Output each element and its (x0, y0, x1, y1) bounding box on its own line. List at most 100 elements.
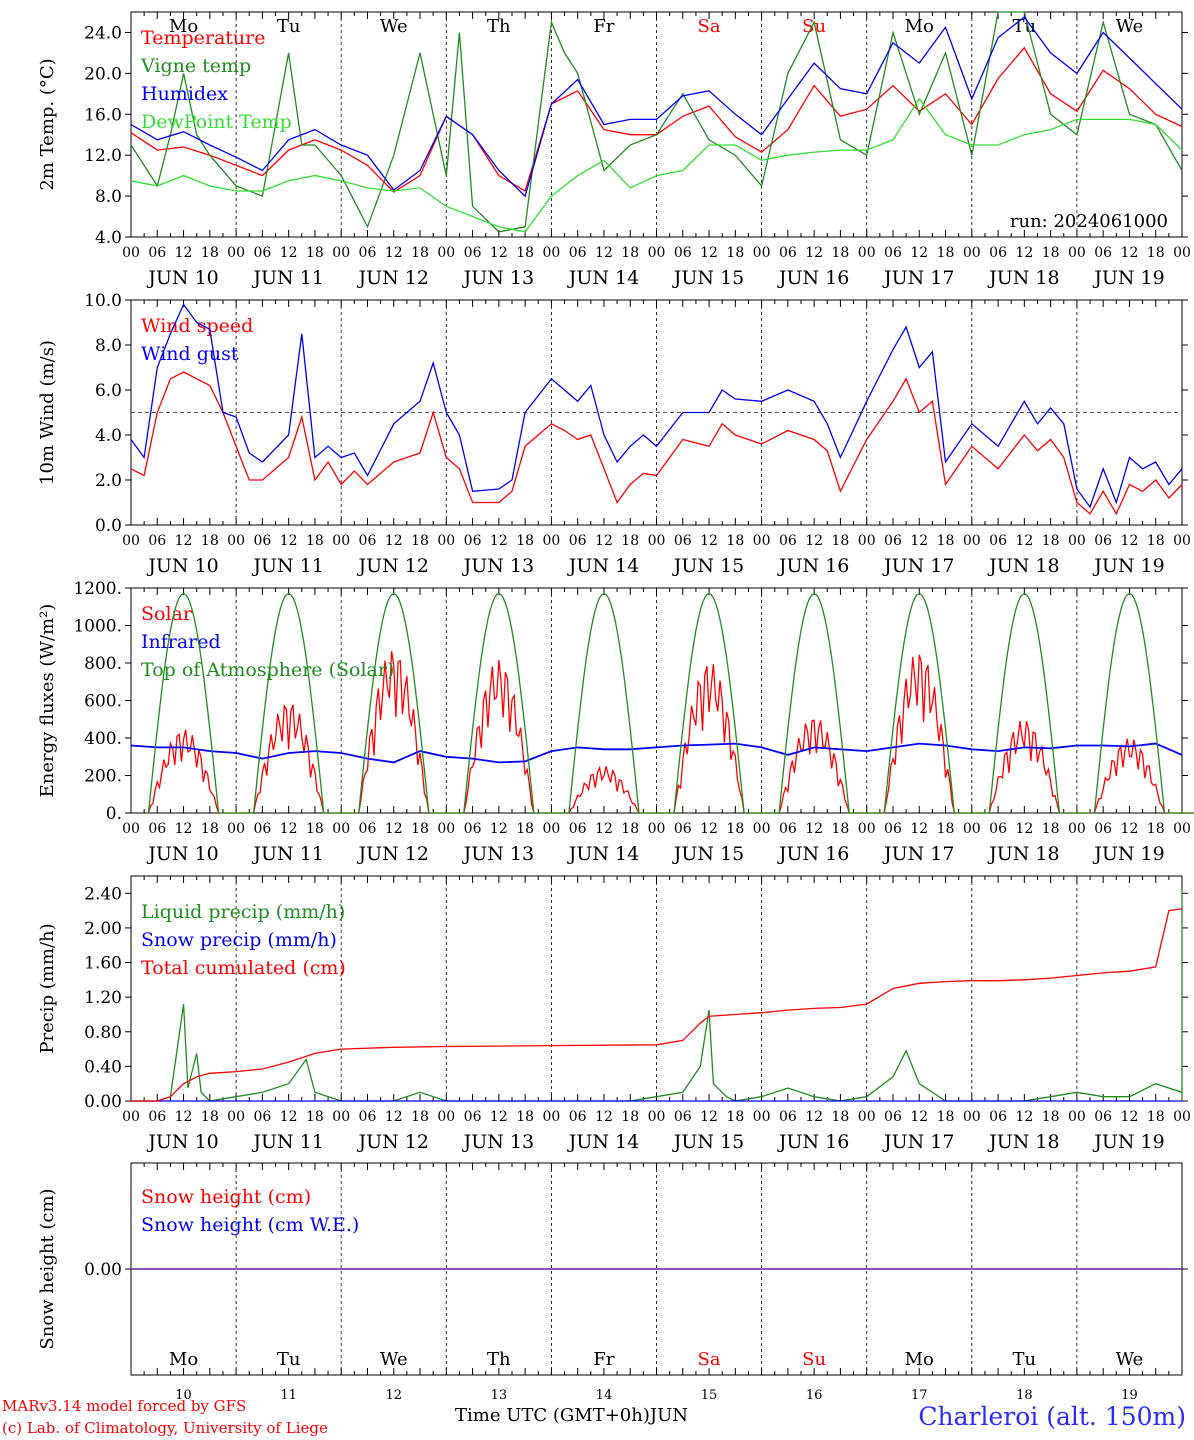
x-hour-label: 18 (1042, 533, 1060, 549)
x-hour-label: 18 (726, 821, 744, 837)
day-number-label: 18 (1016, 1388, 1033, 1400)
x-hour-label: 18 (306, 245, 324, 261)
x-date-label: JUN 12 (357, 267, 429, 289)
x-hour-label: 06 (464, 245, 482, 261)
x-date-label: JUN 10 (146, 1131, 218, 1153)
lab-credit: (c) Lab. of Climatology, University of L… (2, 1419, 328, 1437)
day-name-label: We (1116, 16, 1144, 37)
legend-entry: Total cumulated (cm) (141, 957, 346, 979)
y-tick-label: 4.0 (95, 228, 122, 248)
y-tick-label: 1200. (73, 579, 122, 599)
x-date-label: JUN 13 (462, 1131, 534, 1153)
legend-entry: Wind gust (141, 343, 239, 365)
x-hour-label: 12 (175, 821, 193, 837)
x-hour-label: 12 (595, 533, 613, 549)
x-hour-label: 00 (753, 245, 771, 261)
day-name-label: Su (802, 1349, 826, 1370)
y-tick-label: 0.40 (84, 1057, 122, 1077)
legend-entry: Snow height (cm W.E.) (141, 1214, 359, 1236)
x-hour-label: 06 (464, 533, 482, 549)
y-axis-label: 2m Temp. (°C) (37, 58, 58, 190)
series-line (147, 592, 1194, 814)
x-hour-label: 12 (175, 245, 193, 261)
day-name-label: Sa (698, 1349, 721, 1370)
y-tick-label: 600. (84, 692, 122, 712)
x-hour-label: 06 (779, 533, 797, 549)
x-hour-label: 06 (674, 821, 692, 837)
x-hour-label: 18 (832, 245, 850, 261)
x-hour-label: 00 (122, 821, 140, 837)
x-hour-label: 06 (779, 1109, 797, 1125)
x-hour-label: 12 (1015, 533, 1033, 549)
series-line (130, 303, 1183, 509)
x-date-label: JUN 11 (251, 843, 323, 865)
x-hour-label: 18 (621, 245, 639, 261)
x-hour-label: 12 (1121, 245, 1139, 261)
day-name-label: Tu (277, 1349, 301, 1370)
x-hour-label: 00 (858, 533, 876, 549)
y-tick-label: 24.0 (84, 23, 122, 43)
x-hour-label: 18 (411, 1109, 429, 1125)
x-hour-label: 18 (621, 821, 639, 837)
x-date-label: JUN 17 (882, 555, 954, 577)
day-name-label: Su (802, 16, 826, 37)
x-hour-label: 00 (963, 533, 981, 549)
x-hour-label: 12 (1121, 1109, 1139, 1125)
series-line (131, 889, 1183, 1102)
x-hour-label: 12 (700, 1109, 718, 1125)
x-hour-label: 06 (1094, 821, 1112, 837)
y-tick-label: 1.20 (84, 988, 122, 1008)
x-date-label: JUN 18 (987, 843, 1059, 865)
x-hour-label: 12 (385, 533, 403, 549)
y-axis-label: 10m Wind (m/s) (37, 340, 58, 485)
x-hour-label: 18 (621, 533, 639, 549)
month-label: JUN (649, 1405, 689, 1426)
x-date-label: JUN 12 (357, 1131, 429, 1153)
x-hour-label: 18 (411, 245, 429, 261)
day-number-label: 17 (911, 1388, 928, 1400)
x-hour-label: 00 (542, 533, 560, 549)
x-hour-label: 06 (989, 533, 1007, 549)
x-hour-label: 06 (1094, 533, 1112, 549)
x-hour-label: 00 (1068, 821, 1086, 837)
x-hour-label: 18 (201, 533, 219, 549)
day-name-label: Mo (169, 1349, 198, 1370)
x-hour-label: 00 (858, 245, 876, 261)
legend-entry: Top of Atmosphere (Solar) (141, 659, 394, 681)
day-number-label: 12 (385, 1388, 402, 1400)
y-axis-label: Snow height (cm) (37, 1188, 58, 1349)
x-hour-label: 12 (595, 1109, 613, 1125)
x-hour-label: 18 (937, 1109, 955, 1125)
x-hour-label: 12 (280, 533, 298, 549)
x-hour-label: 12 (595, 821, 613, 837)
x-date-label: JUN 16 (777, 843, 849, 865)
x-hour-label: 06 (1094, 1109, 1112, 1125)
x-hour-label: 00 (1068, 533, 1086, 549)
x-hour-label: 00 (963, 821, 981, 837)
x-date-label: JUN 11 (251, 1131, 323, 1153)
x-hour-label: 12 (385, 821, 403, 837)
x-hour-label: 06 (569, 821, 587, 837)
x-hour-label: 06 (884, 533, 902, 549)
x-hour-label: 00 (648, 245, 666, 261)
x-hour-label: 12 (280, 821, 298, 837)
x-hour-label: 12 (805, 245, 823, 261)
day-name-label: We (380, 1349, 408, 1370)
x-hour-label: 00 (1173, 821, 1191, 837)
x-hour-label: 12 (490, 245, 508, 261)
day-number-label: 19 (1121, 1388, 1138, 1400)
x-hour-label: 00 (753, 1109, 771, 1125)
x-hour-label: 12 (910, 533, 928, 549)
x-hour-label: 18 (726, 245, 744, 261)
x-hour-label: 00 (753, 821, 771, 837)
x-hour-label: 18 (1042, 245, 1060, 261)
legend-entry: Vigne temp (140, 55, 251, 77)
x-date-label: JUN 17 (882, 1131, 954, 1153)
x-hour-label: 12 (1015, 1109, 1033, 1125)
x-hour-label: 18 (832, 821, 850, 837)
day-name-label: Fr (593, 16, 614, 37)
day-number-label: 14 (596, 1388, 613, 1400)
x-date-label: JUN 14 (567, 555, 639, 577)
x-date-label: JUN 14 (567, 843, 639, 865)
x-hour-label: 00 (227, 1109, 245, 1125)
